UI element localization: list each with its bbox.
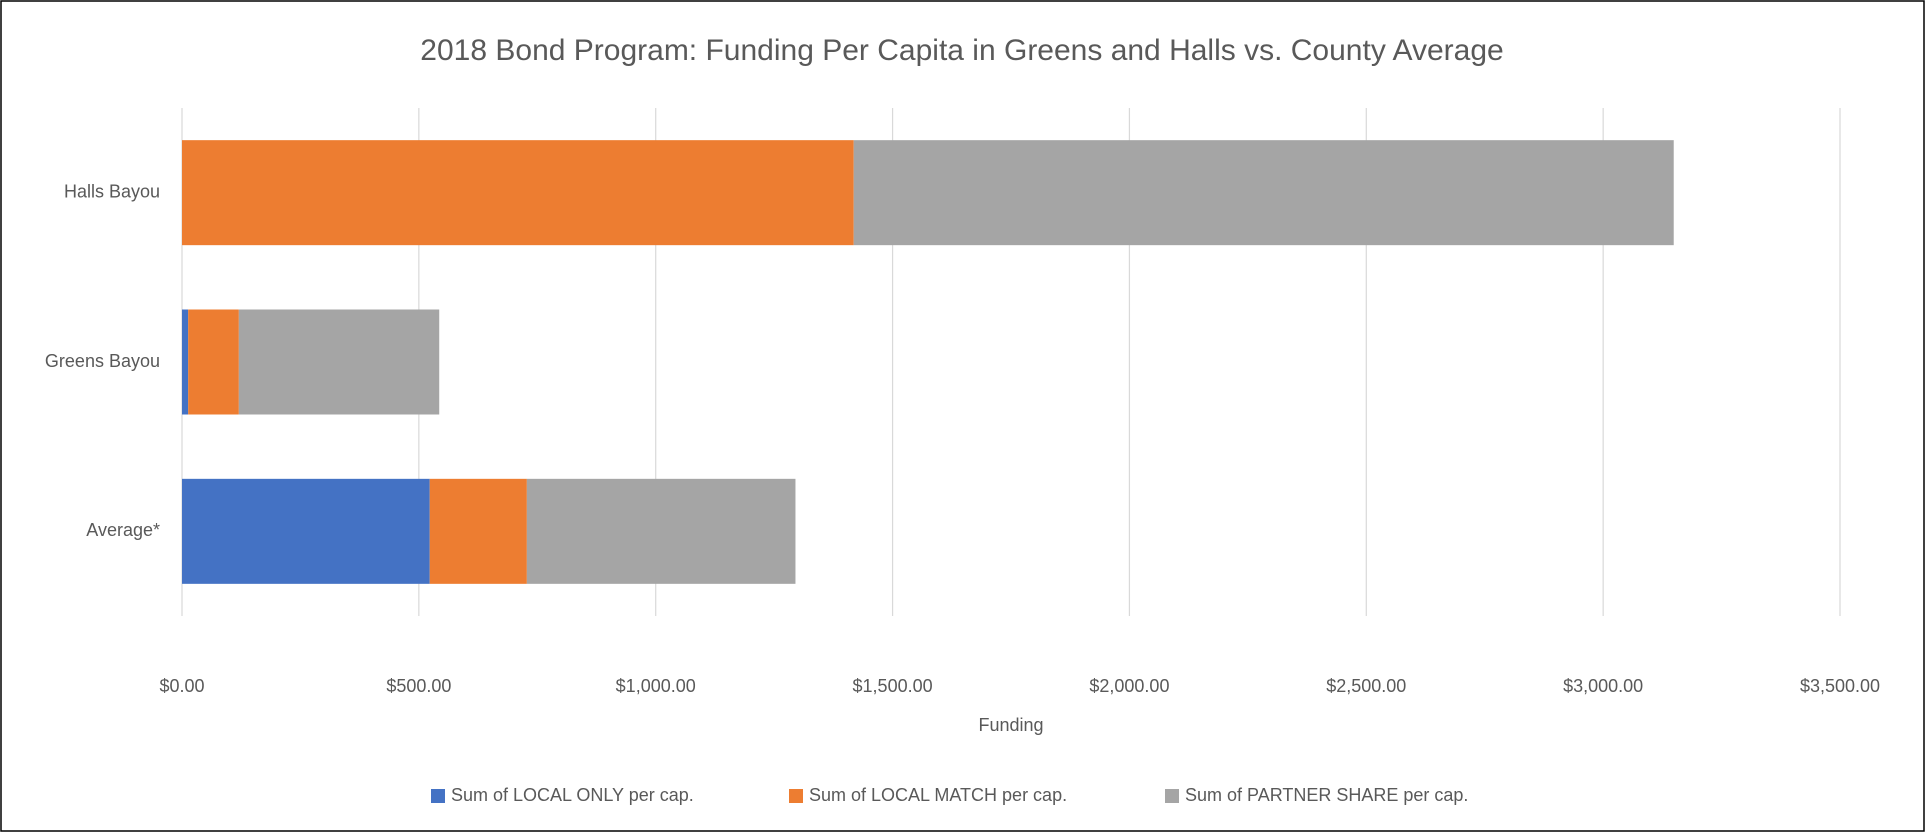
x-tick-label: $2,500.00	[1326, 676, 1406, 696]
x-tick-label: $1,000.00	[616, 676, 696, 696]
bar-segment	[429, 478, 527, 584]
bar-segment	[182, 140, 854, 246]
legend-label: Sum of LOCAL ONLY per cap.	[451, 785, 694, 805]
x-tick-label: $2,000.00	[1089, 676, 1169, 696]
bar-segment	[182, 478, 430, 584]
x-tick-label: $3,500.00	[1800, 676, 1880, 696]
y-tick-label: Halls Bayou	[64, 181, 160, 201]
x-tick-label: $3,000.00	[1563, 676, 1643, 696]
legend-label: Sum of LOCAL MATCH per cap.	[809, 785, 1067, 805]
y-tick-label: Average*	[86, 520, 160, 540]
legend-marker	[789, 789, 803, 803]
x-tick-label: $500.00	[386, 676, 451, 696]
bar-segment	[853, 140, 1674, 246]
legend-marker	[1165, 789, 1179, 803]
x-axis-title: Funding	[978, 715, 1043, 735]
chart-title: 2018 Bond Program: Funding Per Capita in…	[420, 34, 1503, 67]
bar-segment	[182, 309, 189, 415]
y-tick-label: Greens Bayou	[45, 351, 160, 371]
legend-label: Sum of PARTNER SHARE per cap.	[1185, 785, 1468, 805]
legend-marker	[431, 789, 445, 803]
x-tick-label: $1,500.00	[853, 676, 933, 696]
bar-segment	[188, 309, 239, 415]
bar-segment	[238, 309, 440, 415]
x-tick-label: $0.00	[159, 676, 204, 696]
bar-segment	[526, 478, 796, 584]
